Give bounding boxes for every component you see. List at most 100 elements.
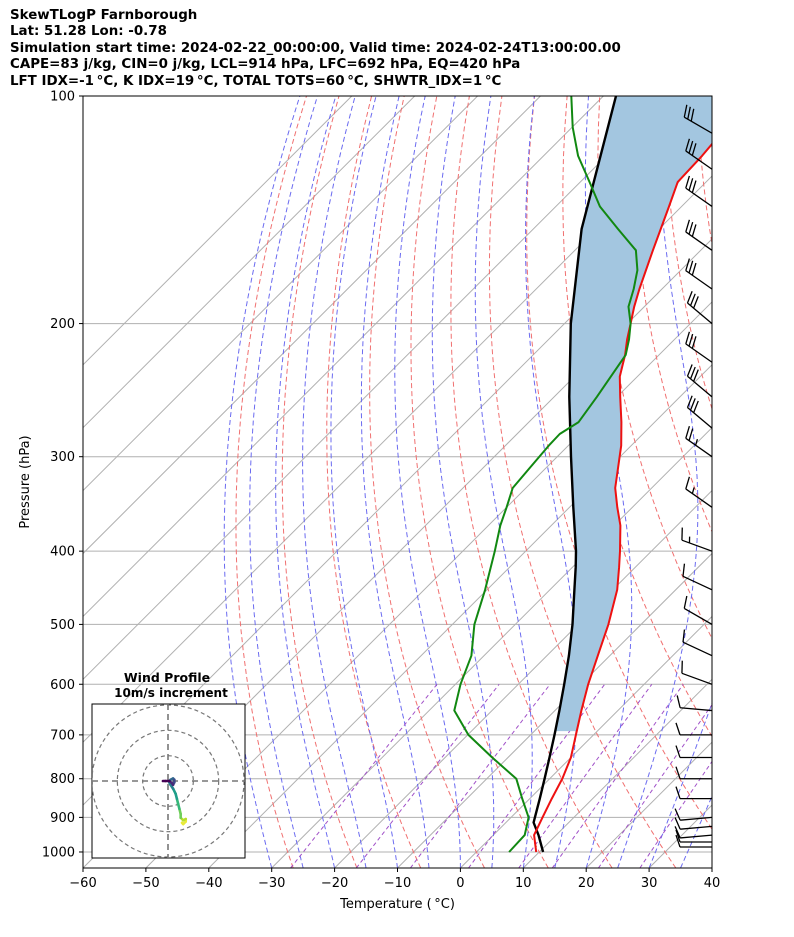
wind-barb-flag (688, 178, 694, 191)
x-tick-label: −50 (132, 876, 159, 891)
wind-barb (685, 476, 712, 508)
wind-barb-shaft (685, 150, 712, 170)
wind-barb-half-flag (694, 438, 699, 446)
wind-barb-flag (693, 369, 699, 382)
dry-adiabat-line (730, 96, 794, 868)
wind-barb (683, 104, 712, 134)
wind-barbs (674, 104, 712, 848)
y-axis: 1000 900 800 700 600 500 400 300 200 100 (42, 90, 83, 860)
wind-barb (675, 786, 712, 800)
parcel-line (532, 96, 618, 853)
wind-barb-flag (689, 398, 696, 411)
wind-barb (686, 395, 712, 429)
y-tick-label: 200 (50, 317, 75, 332)
wind-barb-flag (674, 808, 681, 821)
moist-adiabat-line (711, 866, 712, 868)
mixing-ratio-line (551, 684, 684, 868)
wind-barb (685, 219, 712, 251)
y-tick-label: 900 (50, 811, 75, 826)
x-tick-label: −60 (69, 876, 96, 891)
wind-barb-flag (689, 293, 696, 306)
wind-barb-flag (685, 331, 691, 345)
moist-adiabat-line (275, 96, 337, 868)
wind-barb-flag (682, 563, 686, 577)
sounding-profiles (453, 96, 712, 853)
x-tick-label: 20 (578, 876, 595, 891)
mixing-ratio-line (597, 703, 712, 868)
dry-adiabat-line (235, 96, 307, 868)
wind-barb-shaft (685, 270, 712, 290)
y-tick-label: 700 (50, 728, 75, 743)
isotherm-line (334, 489, 712, 868)
dry-adiabat-line (326, 96, 422, 868)
wind-barb-flag (689, 366, 696, 380)
wind-barb (681, 660, 712, 685)
dry-adiabat-line (763, 96, 794, 868)
wind-barb (675, 745, 712, 759)
cape-shading (555, 96, 712, 732)
wind-barb-flag (693, 400, 699, 413)
wind-barb-shaft (685, 187, 712, 208)
wind-barb-flag (688, 260, 694, 274)
x-axis-label: Temperature ( °C) (339, 897, 455, 912)
wind-barb-flag (674, 826, 681, 839)
wind-barb (674, 808, 712, 821)
x-tick-label: 40 (704, 876, 721, 891)
dewpoint-line (453, 96, 639, 853)
y-tick-label: 600 (50, 678, 75, 693)
y-axis-label: Pressure (hPa) (18, 435, 33, 528)
wind-barb-flag (674, 817, 681, 830)
wind-barb (685, 331, 712, 363)
x-tick-label: −40 (195, 876, 222, 891)
wind-barb-flag (685, 219, 691, 233)
mixing-ratio-line (355, 683, 500, 868)
wind-barb (686, 364, 712, 398)
x-tick-label: −30 (258, 876, 285, 891)
wind-barb-shaft (682, 641, 712, 657)
wind-barb-flag (685, 138, 691, 152)
wind-barb (675, 829, 712, 843)
y-tick-label: 1000 (42, 845, 75, 860)
header-indices-1: CAPE=83 j/kg, CIN=0 j/kg, LCL=914 hPa, L… (10, 57, 521, 73)
wind-barb-flag (688, 428, 694, 441)
wind-barb-flag (691, 143, 697, 156)
dry-adiabat-line (281, 96, 358, 868)
wind-barb (674, 817, 712, 830)
mixing-ratio-line (518, 684, 653, 868)
dry-adiabat-line (369, 96, 485, 868)
wind-barb-flag (675, 745, 681, 758)
wind-barb-flag (693, 296, 699, 309)
moist-adiabat-line (223, 96, 301, 868)
isotherm-line (83, 96, 667, 681)
wind-barb-shaft (681, 672, 712, 685)
wind-barb-flag (688, 140, 694, 154)
dry-adiabat-line (597, 96, 712, 640)
moist-adiabat-line (249, 96, 318, 868)
moist-adiabat-line (648, 701, 712, 868)
wind-barb-shaft (681, 539, 712, 552)
wind-barb-shaft (683, 116, 712, 134)
wind-barb-flag (675, 722, 681, 736)
wind-barb-flag (686, 364, 693, 377)
header-times: Simulation start time: 2024-02-22_00:00:… (10, 40, 621, 56)
wind-barb-shaft (685, 343, 712, 363)
wind-barb-shaft (680, 834, 712, 839)
moist-adiabat-line (431, 96, 495, 868)
wind-barb-flag (691, 262, 697, 276)
x-tick-label: 30 (641, 876, 658, 891)
wind-barb-flag (685, 175, 691, 189)
mixing-ratio-line (290, 683, 438, 868)
wind-barb (681, 527, 712, 552)
moist-adiabat-line (360, 96, 430, 868)
y-tick-label: 400 (50, 545, 75, 560)
wind-barb-shaft (683, 607, 712, 625)
wind-barb (675, 766, 712, 780)
hodograph-plot (92, 704, 245, 858)
hodograph-inset: Wind Profile 10m/s increment (91, 670, 246, 859)
wind-barb-flag (685, 426, 691, 439)
header-station: SkewTLogP Farnborough (10, 8, 198, 23)
moist-adiabat-line (617, 96, 699, 868)
wind-barb-flag (675, 786, 681, 799)
x-tick-label: −10 (384, 876, 411, 891)
wind-barb (682, 563, 712, 591)
